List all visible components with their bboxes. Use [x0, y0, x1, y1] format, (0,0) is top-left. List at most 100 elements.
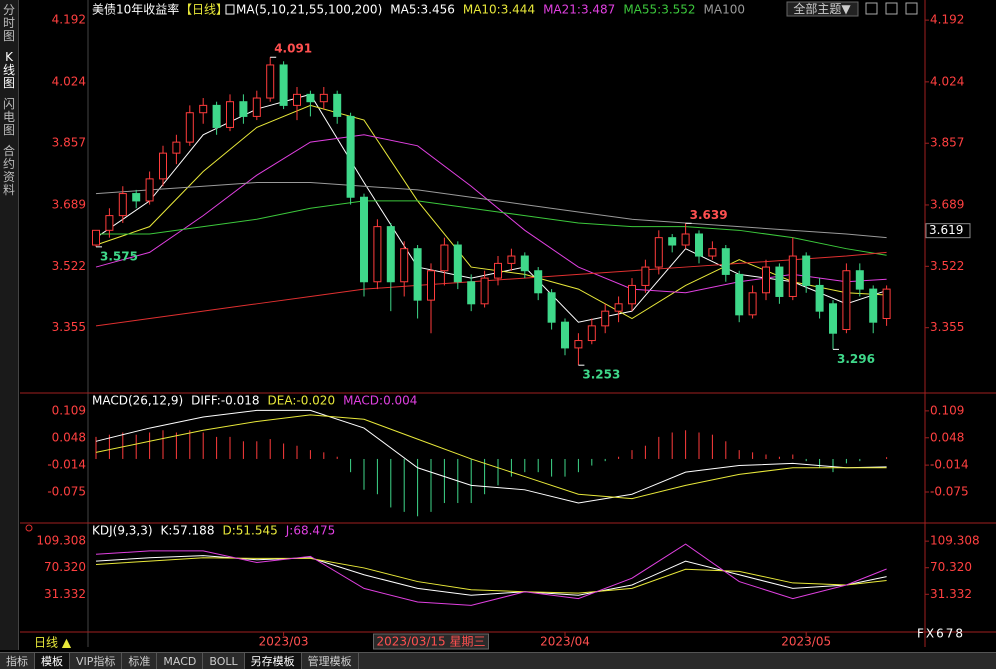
tab[interactable]: 另存模板 [244, 653, 302, 669]
legend-entry: MA55:3.552 [623, 3, 695, 17]
x-tick-label: 2023/05 [781, 635, 831, 649]
line [95, 557, 887, 594]
annotation: 4.091 [274, 42, 312, 56]
candle-body [842, 270, 851, 331]
y-tick-label: 3.522 [52, 259, 86, 273]
y-tick-label: 4.024 [52, 74, 86, 88]
line [95, 543, 887, 606]
candle-body [614, 303, 623, 312]
period-label[interactable]: 日线 ▲ [34, 636, 72, 650]
y-tick-label: 70.320 [44, 560, 86, 574]
last-price-box [925, 223, 971, 239]
chart: 美债10年收益率 【日线】 全部主题▼ 日线 ▲ FX678 4.192 4.19… [20, 0, 996, 650]
candle-body [587, 325, 596, 342]
y-tick-label: 3.689 [52, 197, 86, 211]
candle-body [802, 255, 811, 286]
line [95, 409, 887, 504]
candle-body [279, 64, 288, 106]
tab[interactable]: BOLL [203, 653, 245, 669]
line [95, 414, 887, 500]
tab[interactable]: 指标 [0, 653, 35, 669]
candle-body [413, 248, 422, 301]
y-tick-label: -0.075 [47, 485, 86, 499]
candle-body [132, 193, 141, 202]
side-tab[interactable]: 分时图 [2, 3, 15, 43]
theme-button[interactable]: 全部主题▼ [793, 1, 851, 16]
kdj-icon[interactable] [25, 524, 33, 532]
candle-body [574, 340, 583, 349]
candle-body [467, 281, 476, 305]
tab[interactable]: 模板 [35, 653, 70, 669]
icon[interactable] [905, 2, 918, 15]
last-price: 3.619 [929, 223, 963, 237]
candle-body [199, 104, 208, 114]
candle-body [534, 270, 543, 294]
candle-body [306, 93, 315, 103]
icon[interactable] [865, 2, 878, 15]
candle-body [172, 141, 181, 154]
candle-body [159, 152, 167, 180]
legend-entry: MACD(26,12,9) [92, 394, 183, 408]
side-tab[interactable]: 闪电图 [2, 97, 15, 137]
line [96, 200, 887, 256]
candle-body [695, 233, 703, 257]
annotation: 3.575 [100, 249, 138, 263]
candle-body [507, 255, 516, 264]
y-tick-label: 0.048 [930, 430, 964, 444]
period: 【日线】 [180, 3, 228, 17]
legend-entry: MA10:3.444 [463, 3, 535, 17]
side-tab[interactable]: 合约资料 [2, 144, 15, 197]
tab[interactable]: 标准 [122, 653, 158, 669]
y-tick-label: 3.857 [52, 136, 86, 150]
legend-entry: MA(5,10,21,55,100,200) [236, 3, 382, 17]
chart-title: 美债10年收益率 [92, 2, 179, 17]
candle-body [453, 244, 462, 283]
y-tick-label: 70.320 [930, 560, 972, 574]
legend-entry: DEA:-0.020 [268, 394, 336, 408]
annotation: 3.296 [837, 352, 875, 366]
candle-body [829, 303, 837, 334]
y-tick-label: 109.308 [930, 534, 980, 548]
legend-entry: DIFF:-0.018 [191, 394, 259, 408]
icon[interactable] [885, 2, 898, 15]
y-tick-label: 4.192 [52, 13, 86, 27]
candle-body [319, 93, 328, 103]
theme-box[interactable] [786, 1, 859, 17]
candle-body [293, 93, 301, 106]
candle-body [226, 101, 234, 128]
candle-body [360, 196, 368, 283]
candle-body [547, 292, 556, 323]
tab[interactable]: 管理模板 [302, 653, 359, 669]
candle-body [708, 248, 717, 257]
candle-body [721, 248, 730, 275]
y-tick-label: 31.332 [44, 587, 86, 601]
tab-bar: 指标 模板 VIP指标 标准 MACD BOLL 另存模板 管理模板 [0, 652, 996, 669]
candle-body [775, 266, 784, 297]
candle-body [440, 244, 449, 272]
legend-entry: K:57.188 [161, 524, 215, 538]
y-tick-label: 0.048 [52, 430, 86, 444]
candle-body [641, 266, 650, 286]
candle-body [855, 270, 864, 290]
candle-body [105, 215, 114, 231]
y-tick-label: 3.689 [930, 197, 964, 211]
tab[interactable]: MACD [157, 653, 204, 669]
watermark: FX678 [917, 627, 965, 641]
tab[interactable]: VIP指标 [70, 653, 123, 669]
candle-body [681, 233, 690, 246]
legend-entry: KDJ(9,3,3) [92, 524, 153, 538]
y-tick-label: 3.355 [930, 320, 964, 334]
candle-body [520, 255, 529, 272]
candle-body [815, 284, 824, 312]
candle-body [561, 321, 569, 349]
candle-body [252, 97, 261, 117]
legend-entry: MA21:3.487 [543, 3, 615, 17]
cursor-box [373, 633, 489, 650]
y-tick-label: -0.014 [930, 458, 969, 472]
candle-body [145, 178, 154, 202]
side-tab[interactable]: K线图 [2, 50, 15, 90]
candle-body [386, 226, 395, 283]
candle-body [654, 237, 663, 268]
x-tick-label: 2023/04 [540, 635, 590, 649]
y-tick-label: 31.332 [930, 587, 972, 601]
